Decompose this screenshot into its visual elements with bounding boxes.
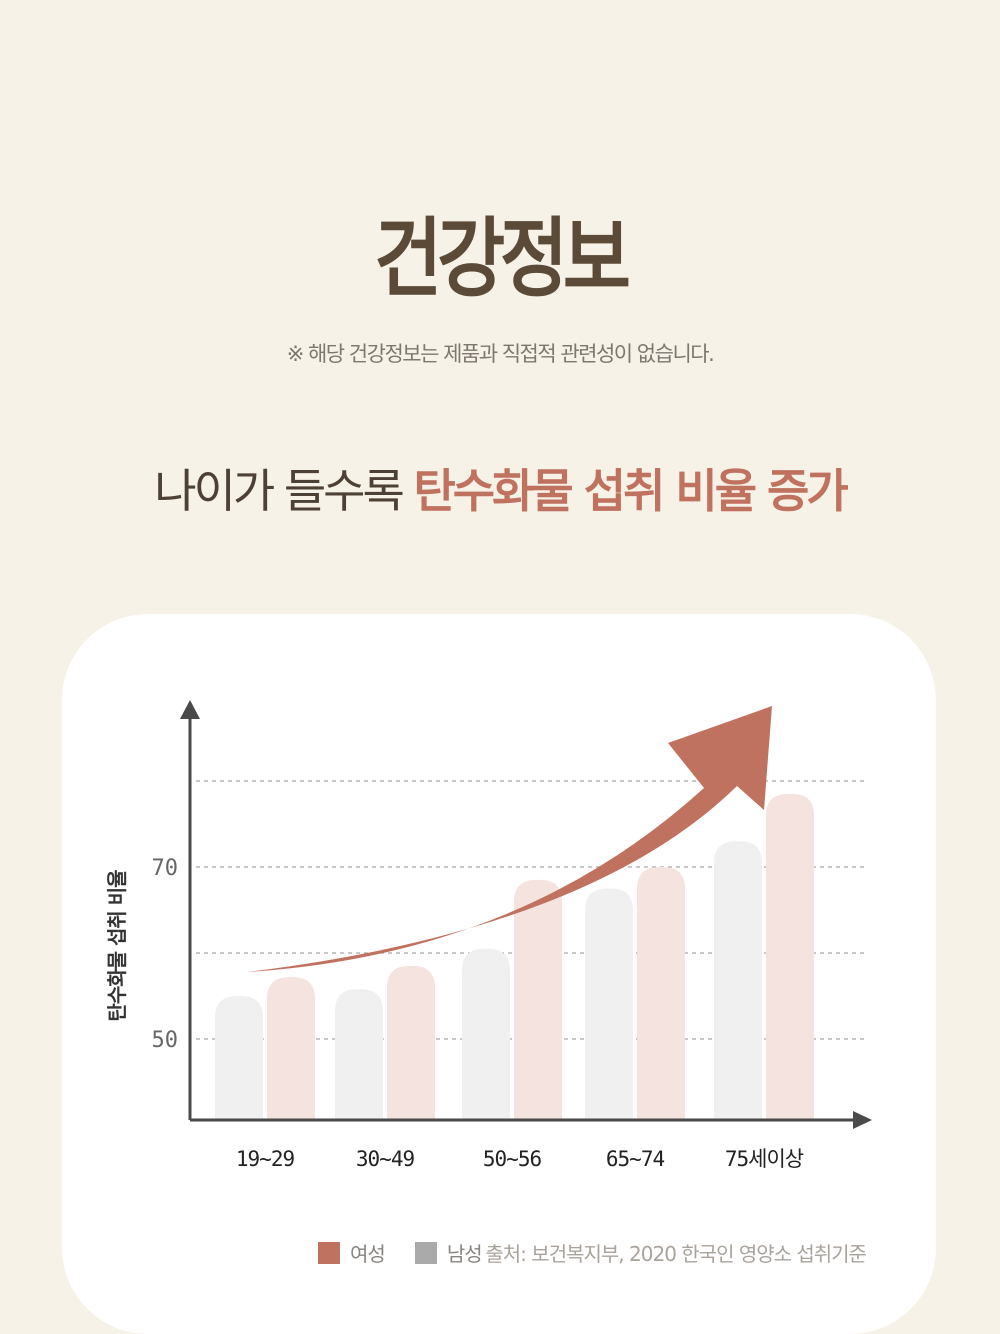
bar-chart: 19~29 30~49 50~56 65~74 75세이상 50 70 탄수화물 섭취 비율 <box>105 700 872 1171</box>
bar-male <box>462 948 510 1120</box>
legend-swatch-male <box>414 1241 437 1264</box>
x-tick-label: 65~74 <box>606 1147 665 1171</box>
y-tick-label: 50 <box>152 1028 179 1053</box>
bar-female <box>766 793 814 1120</box>
bar-male <box>714 841 762 1120</box>
chart-legend: 여성 남성 <box>318 1238 512 1267</box>
headline-plain: 나이가 들수록 <box>154 464 405 518</box>
legend-item-female: 여성 <box>318 1238 386 1267</box>
bar-male <box>335 989 383 1120</box>
legend-swatch-female <box>318 1241 340 1264</box>
x-tick-label: 30~49 <box>356 1147 415 1171</box>
y-axis-arrowhead <box>180 700 200 719</box>
bar-female <box>514 879 562 1120</box>
y-tick-label: 70 <box>152 856 179 881</box>
legend-label-male: 남성 <box>446 1242 483 1266</box>
bar-female <box>637 867 685 1120</box>
headline-accent: 탄수화물 섭취 비율 증가 <box>413 464 848 518</box>
bar-female <box>267 977 315 1120</box>
x-tick-label: 75세이상 <box>725 1147 804 1171</box>
x-tick-label: 19~29 <box>236 1147 295 1171</box>
bar-male <box>585 888 633 1120</box>
headline: 나이가 들수록 탄수화물 섭취 비율 증가 <box>0 455 1000 521</box>
trend-arrow <box>247 706 772 972</box>
page-title: 건강정보 <box>374 209 631 309</box>
x-tick-label: 50~56 <box>483 1147 542 1171</box>
source-text: 출처: 보건복지부, 2020 한국인 영양소 섭취기준 <box>485 1242 867 1266</box>
bar-male <box>215 996 263 1120</box>
x-axis-arrowhead <box>853 1111 872 1129</box>
bar-female <box>387 965 435 1120</box>
legend-label-female: 여성 <box>350 1242 386 1266</box>
disclaimer-text: ※ 해당 건강정보는 제품과 직접적 관련성이 없습니다. <box>286 342 715 366</box>
legend-item-male: 남성 <box>414 1238 483 1267</box>
y-axis-label: 탄수화물 섭취 비율 <box>105 870 129 1022</box>
